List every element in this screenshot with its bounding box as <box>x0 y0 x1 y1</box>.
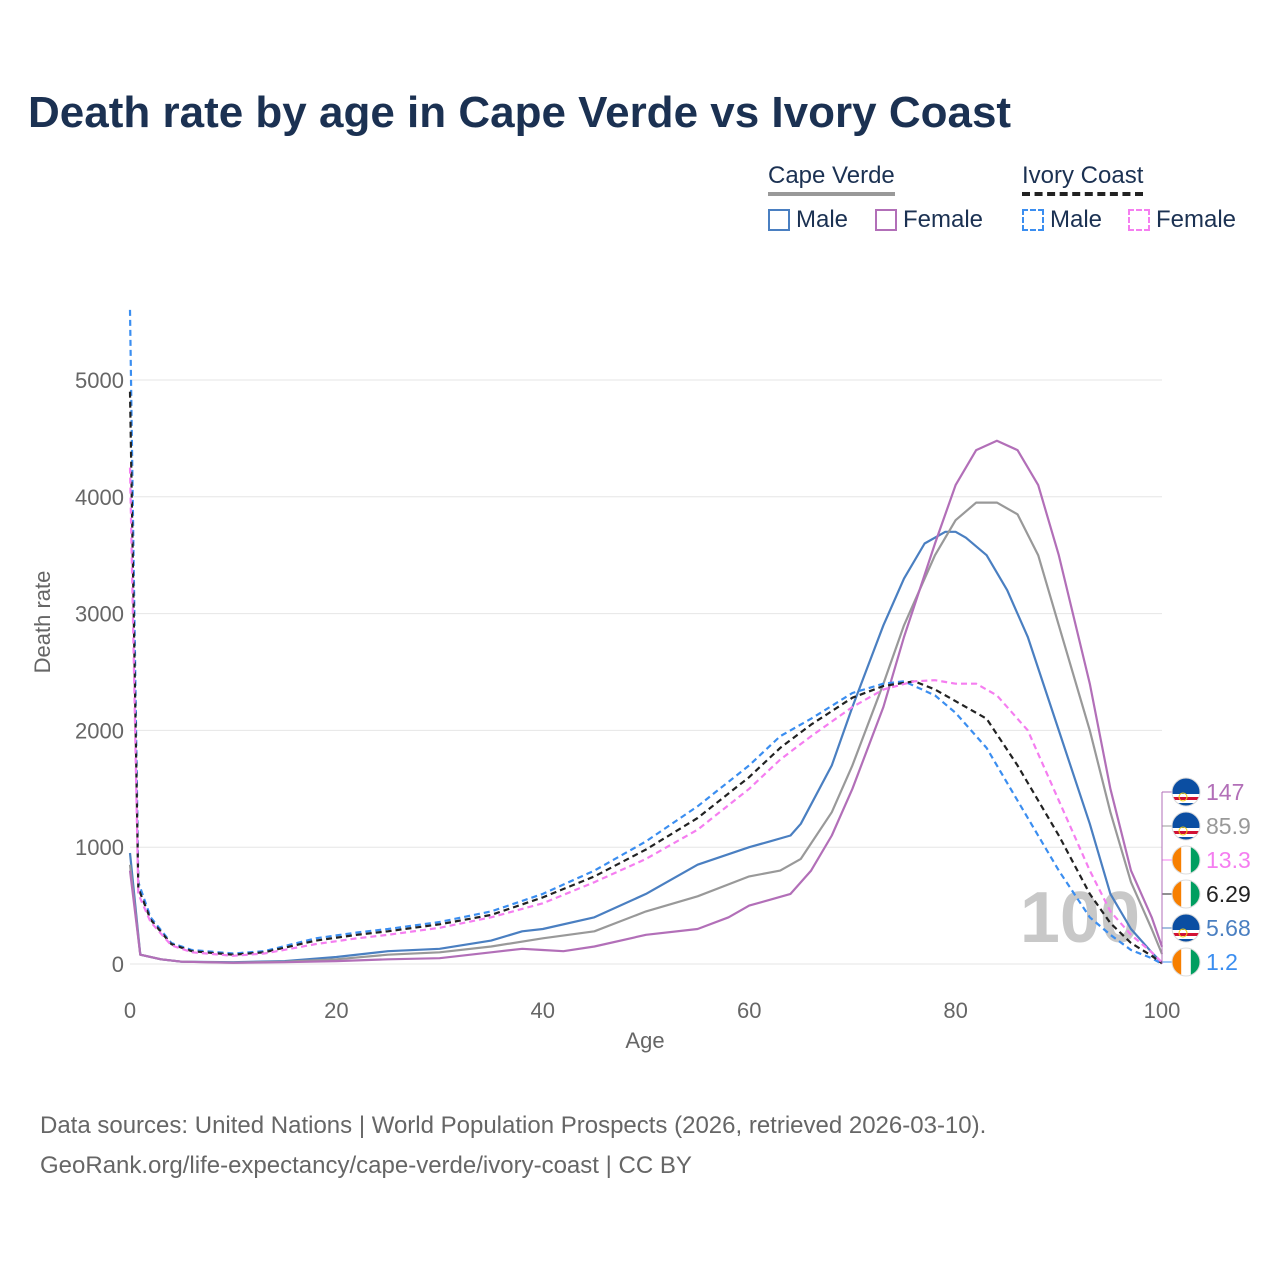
y-tick-label: 3000 <box>75 602 124 627</box>
ivory-coast-flag-icon <box>1171 879 1201 909</box>
legend-item-cape-verde-male[interactable]: Male <box>768 206 848 234</box>
end-value-label: 147 <box>1206 779 1244 805</box>
x-axis-label: Age <box>625 1028 664 1053</box>
legend-label: Male <box>1050 206 1103 233</box>
legend-label: Female <box>1156 206 1237 233</box>
end-value-label: 5.68 <box>1206 915 1251 941</box>
x-tick-label: 40 <box>531 998 555 1023</box>
legend-swatch <box>768 209 790 231</box>
legend-group-ivory-coast: Ivory Coast <box>1022 162 1144 196</box>
x-axis-ticks: 0 20 40 60 80 100 <box>124 998 1180 1023</box>
y-tick-label: 4000 <box>75 485 124 510</box>
end-value-label: 6.29 <box>1206 881 1251 907</box>
footer: Data sources: United Nations | World Pop… <box>40 1106 986 1186</box>
y-axis-ticks: 0 1000 2000 3000 4000 5000 <box>75 368 124 977</box>
legend-item-cape-verde-female[interactable]: Female <box>875 206 983 234</box>
y-tick-label: 0 <box>112 952 124 977</box>
series-line-cape-verde-male <box>128 530 1163 965</box>
y-tick-label: 1000 <box>75 835 124 860</box>
end-value-label: 13.3 <box>1206 847 1251 873</box>
footer-url: GeoRank.org/life-expectancy/cape-verde/i… <box>40 1152 692 1179</box>
cape-verde-flag-icon <box>1171 913 1201 943</box>
ivory-coast-flag-icon <box>1171 845 1201 875</box>
legend: Cape Verde Ivory Coast Male Female Male … <box>760 160 1260 250</box>
ivory-coast-flag-icon <box>1171 947 1201 977</box>
end-value-label: 85.9 <box>1206 813 1251 839</box>
cape-verde-flag-icon <box>1171 811 1201 841</box>
x-tick-label: 100 <box>1144 998 1181 1023</box>
series-line-ivory-coast-male <box>128 309 1163 965</box>
gridlines <box>130 379 1162 965</box>
x-tick-label: 80 <box>943 998 967 1023</box>
legend-label: Male <box>796 206 849 233</box>
series-lines <box>128 309 1164 965</box>
x-tick-label: 20 <box>324 998 348 1023</box>
y-axis-label: Death rate <box>30 571 55 674</box>
legend-group-label: Ivory Coast <box>1022 162 1144 189</box>
legend-group-cape-verde: Cape Verde <box>768 162 895 196</box>
legend-label: Female <box>903 206 984 233</box>
legend-group-label: Cape Verde <box>768 162 895 189</box>
end-labels: 147 85.9 13.3 6.29 5.68 1.2 <box>1161 777 1251 977</box>
cape-verde-flag-icon <box>1171 777 1201 807</box>
x-tick-label: 0 <box>124 998 136 1023</box>
chart-title: Death rate by age in Cape Verde vs Ivory… <box>28 88 1012 137</box>
series-line-ivory-coast-both <box>128 391 1163 965</box>
legend-swatch <box>1128 209 1150 231</box>
legend-item-ivory-coast-female[interactable]: Female <box>1128 206 1236 234</box>
y-tick-label: 5000 <box>75 368 124 393</box>
legend-item-ivory-coast-male[interactable]: Male <box>1022 206 1102 234</box>
footer-sources: Data sources: United Nations | World Pop… <box>40 1112 987 1139</box>
y-tick-label: 2000 <box>75 718 124 743</box>
series-line-cape-verde-female <box>128 439 1164 964</box>
series-line-ivory-coast-female <box>128 467 1163 964</box>
chart-canvas: 0 1000 2000 3000 4000 5000 0 20 40 60 80 100 100 1… <box>30 309 1251 1053</box>
x-tick-label: 60 <box>737 998 761 1023</box>
legend-swatch <box>875 209 897 231</box>
legend-swatch <box>1022 209 1044 231</box>
end-value-label: 1.2 <box>1206 949 1238 975</box>
watermark-year: 100 <box>1020 878 1140 958</box>
